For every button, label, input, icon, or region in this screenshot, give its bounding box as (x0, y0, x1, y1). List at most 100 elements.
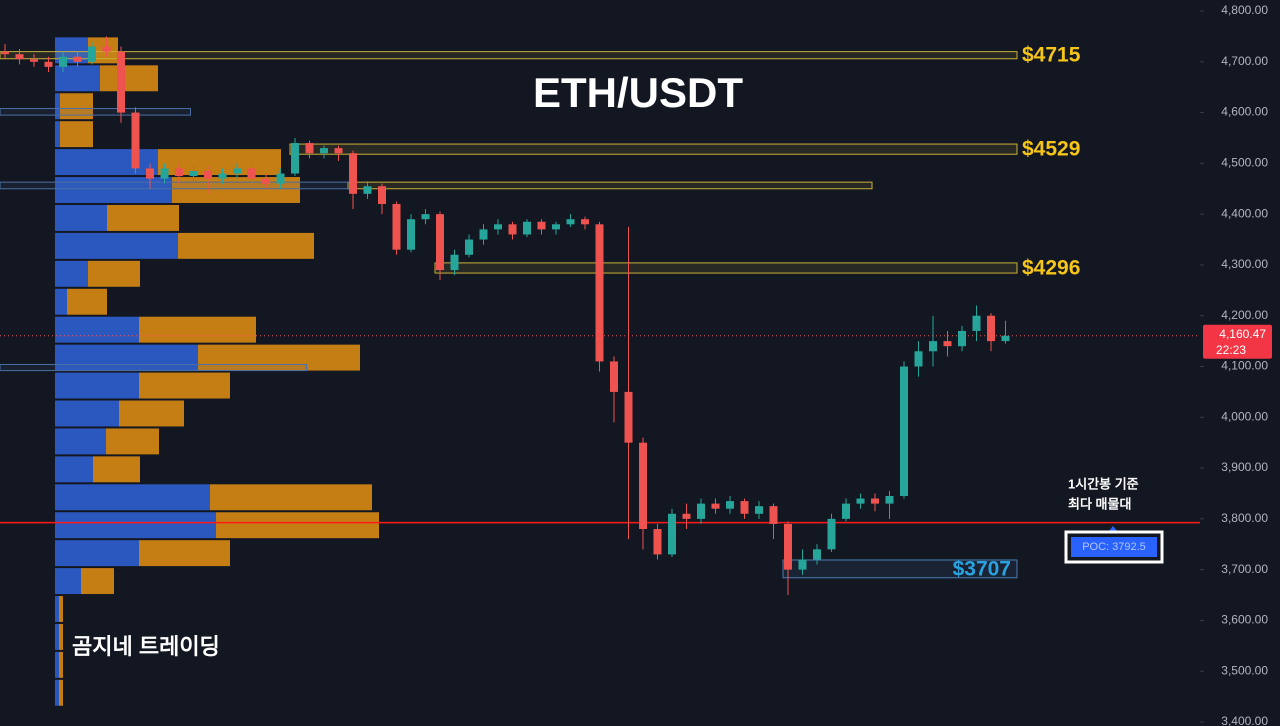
candle-body (465, 239, 473, 255)
y-tick-label: 3,900.00 (1221, 460, 1268, 474)
profile-bar (55, 344, 198, 371)
profile-bar (55, 679, 59, 706)
candle-body (929, 341, 937, 352)
candle-body (523, 221, 531, 235)
candle-body (276, 173, 285, 184)
candle-body (1, 51, 9, 55)
candle-body (450, 254, 459, 271)
profile-bar (55, 204, 107, 231)
profile-bar (59, 679, 63, 706)
profile-bar (55, 372, 139, 399)
candle-body (987, 315, 995, 342)
profile-bar (178, 232, 314, 259)
candle-body (885, 496, 894, 504)
candle-body (102, 46, 111, 52)
candle-body (755, 506, 763, 514)
y-tick-label: 3,800.00 (1221, 511, 1268, 525)
candle-body (305, 143, 314, 154)
y-tick-label: 3,400.00 (1221, 714, 1268, 726)
profile-bar (67, 288, 107, 315)
candle-body (218, 173, 227, 179)
profile-bar (55, 232, 178, 259)
profile-bar (119, 400, 184, 427)
candle-body (59, 56, 67, 67)
profile-bar (55, 93, 60, 120)
candle-body (639, 442, 647, 530)
candle-body (73, 56, 82, 62)
candle-body (1001, 335, 1010, 342)
profile-bar (55, 540, 139, 567)
y-tick-label: 4,600.00 (1221, 105, 1268, 119)
poc-label: POC: 3792.5 (1082, 541, 1146, 553)
zone-label: $4296 (1022, 257, 1080, 280)
candle-body (30, 59, 38, 62)
chart-title: ETH/USDT (533, 69, 743, 116)
y-tick-label: 4,000.00 (1221, 409, 1268, 423)
candle-body (537, 221, 546, 230)
profile-bar (55, 512, 216, 539)
profile-bar (55, 177, 172, 203)
profile-bar (60, 121, 93, 148)
candle-body (262, 178, 270, 184)
candle-body (972, 315, 981, 331)
candle-body (117, 51, 125, 113)
candle-body (726, 501, 734, 509)
watermark: 곰지네 트레이딩 (72, 634, 220, 659)
zone (0, 181, 351, 190)
profile-bar (55, 121, 60, 148)
candle-body (581, 219, 589, 225)
zone (347, 181, 873, 190)
candle-body (421, 214, 430, 220)
profile-bar (106, 428, 159, 455)
candle-body (88, 46, 96, 62)
profile-bar (59, 596, 63, 622)
y-tick-label: 4,400.00 (1221, 206, 1268, 220)
countdown: 22:23 (1216, 343, 1246, 357)
profile-bar (100, 65, 158, 92)
candle-body (958, 330, 966, 347)
profile-bar (139, 372, 230, 399)
profile-bar (55, 456, 93, 483)
candle-body (204, 170, 212, 179)
profile-bar (55, 651, 59, 678)
candle-body (610, 361, 618, 392)
candle-body (668, 513, 676, 555)
candle-body (740, 501, 749, 514)
profile-bar (107, 204, 179, 231)
y-tick-label: 4,800.00 (1221, 3, 1268, 17)
candle-body (146, 168, 154, 179)
candle-body (15, 54, 24, 60)
candle-body (566, 219, 575, 225)
candle-body (436, 214, 444, 271)
profile-bar (139, 540, 230, 567)
last-price-label: 4,160.47 (1219, 327, 1266, 341)
annotation: 1시간봉 기준 (1068, 476, 1139, 491)
y-tick-label: 4,200.00 (1221, 308, 1268, 322)
y-tick-label: 4,700.00 (1221, 54, 1268, 68)
poc-badge (1071, 537, 1157, 557)
profile-bar (55, 149, 158, 176)
candle-body (943, 341, 952, 347)
zone (434, 262, 1018, 274)
candle-body (595, 224, 604, 362)
candle-body (711, 503, 720, 509)
candle-body (189, 170, 198, 177)
annotation: 최다 매물대 (1068, 496, 1131, 511)
profile-bar (55, 428, 106, 455)
profile-bar (198, 344, 360, 371)
candle-body (349, 153, 357, 194)
candle-body (334, 148, 343, 154)
profile-bar (210, 484, 372, 511)
profile-bar (55, 484, 210, 511)
candle-body (233, 168, 241, 174)
zone (289, 143, 1018, 155)
candle-body (494, 224, 502, 230)
candle-body (508, 224, 517, 235)
zone-label: $3707 (953, 557, 1011, 580)
zone-label: $4529 (1022, 138, 1080, 161)
profile-bar (81, 568, 114, 595)
y-tick-label: 3,600.00 (1221, 613, 1268, 627)
profile-bar (59, 651, 63, 678)
